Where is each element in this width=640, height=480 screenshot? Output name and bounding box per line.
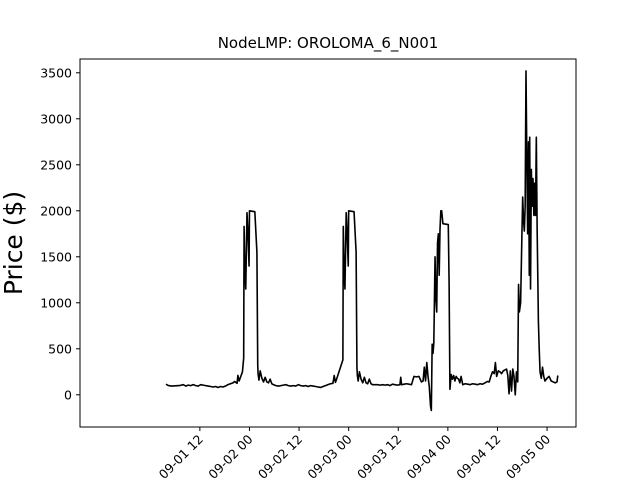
y-tick-label: 2000: [40, 203, 72, 218]
y-tick-label: 3500: [40, 65, 72, 80]
y-tick-label: 0: [64, 387, 72, 402]
y-tick-label: 3000: [40, 111, 72, 126]
y-axis: 0 500 1000 1500 2000 2500 3000 3500: [40, 65, 80, 402]
y-tick-label: 1500: [40, 249, 72, 264]
series-layer: [165, 70, 559, 412]
plot-frame: [79, 58, 577, 428]
y-tick-label: 1000: [40, 295, 72, 310]
chart-title: NodeLMP: OROLOMA_6_N001: [218, 34, 439, 53]
y-tick-label: 500: [48, 341, 72, 356]
y-axis-label: Price ($): [0, 191, 28, 295]
plot-area: [79, 58, 577, 428]
y-tick-label: 2500: [40, 157, 72, 172]
price-series-line-0: [165, 70, 559, 412]
